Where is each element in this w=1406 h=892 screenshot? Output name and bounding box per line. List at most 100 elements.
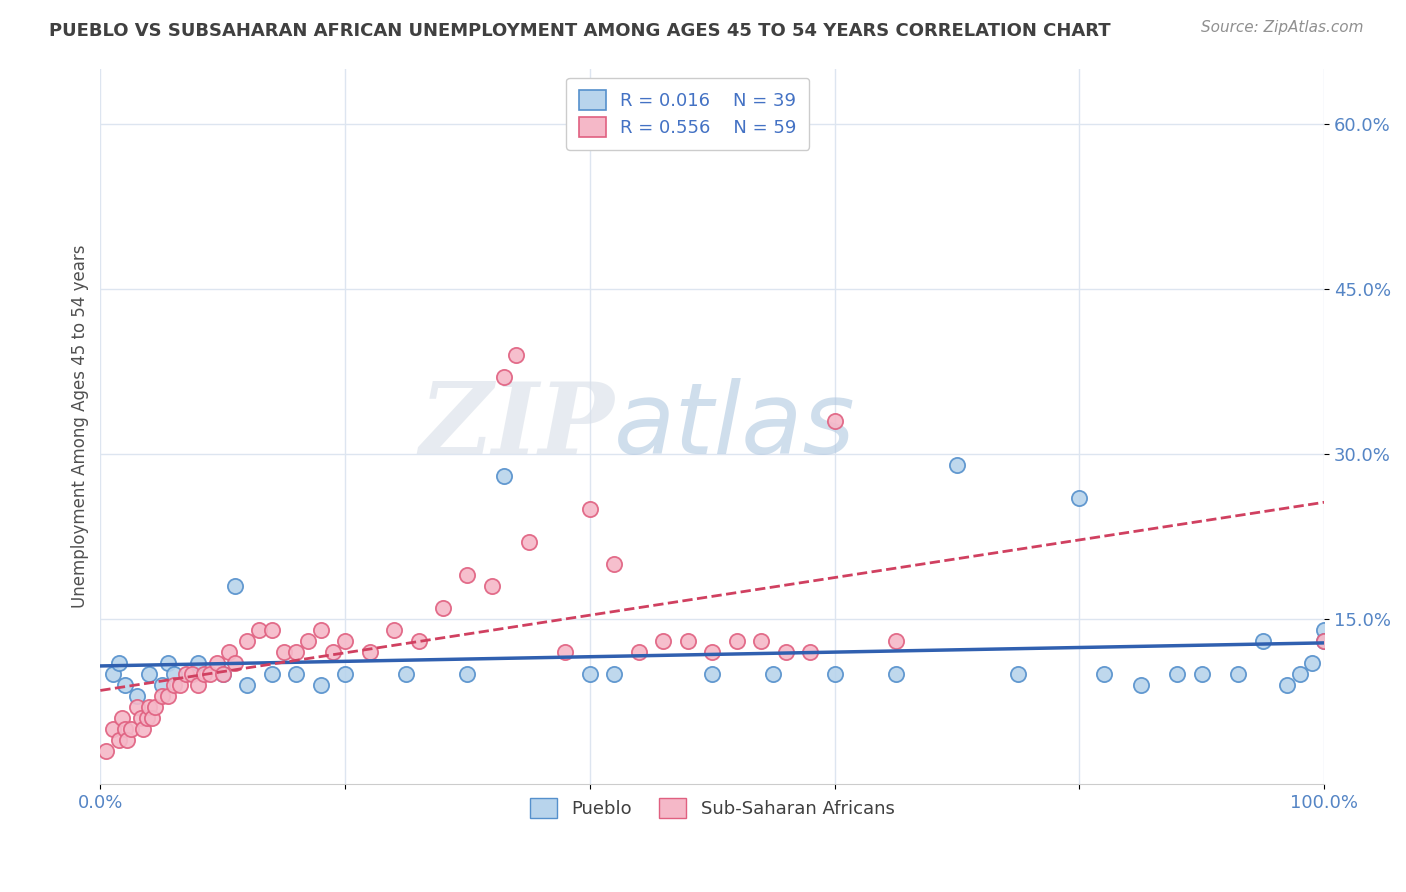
- Point: [1227, 667, 1250, 681]
- Point: [1288, 667, 1310, 681]
- Point: [456, 667, 478, 681]
- Text: PUEBLO VS SUBSAHARAN AFRICAN UNEMPLOYMENT AMONG AGES 45 TO 54 YEARS CORRELATION : PUEBLO VS SUBSAHARAN AFRICAN UNEMPLOYMEN…: [49, 22, 1111, 40]
- Point: [174, 667, 197, 681]
- Point: [408, 634, 430, 648]
- Point: [181, 667, 204, 681]
- Point: [138, 667, 160, 681]
- Text: ZIP: ZIP: [419, 378, 614, 475]
- Point: [236, 678, 259, 692]
- Legend: Pueblo, Sub-Saharan Africans: Pueblo, Sub-Saharan Africans: [523, 791, 901, 825]
- Point: [218, 645, 240, 659]
- Point: [132, 723, 155, 737]
- Point: [125, 700, 148, 714]
- Point: [156, 657, 179, 671]
- Text: atlas: atlas: [614, 378, 856, 475]
- Point: [111, 711, 134, 725]
- Point: [205, 657, 228, 671]
- Point: [749, 634, 772, 648]
- Point: [1277, 678, 1299, 692]
- Point: [120, 723, 142, 737]
- Point: [884, 667, 907, 681]
- Point: [224, 579, 246, 593]
- Point: [260, 667, 283, 681]
- Point: [107, 733, 129, 747]
- Point: [517, 535, 540, 549]
- Point: [775, 645, 797, 659]
- Point: [114, 678, 136, 692]
- Point: [135, 711, 157, 725]
- Point: [652, 634, 675, 648]
- Point: [725, 634, 748, 648]
- Y-axis label: Unemployment Among Ages 45 to 54 years: Unemployment Among Ages 45 to 54 years: [72, 244, 89, 608]
- Point: [285, 667, 308, 681]
- Point: [101, 723, 124, 737]
- Point: [702, 667, 724, 681]
- Point: [297, 634, 319, 648]
- Point: [169, 678, 191, 692]
- Point: [946, 458, 969, 472]
- Point: [236, 634, 259, 648]
- Point: [1313, 634, 1336, 648]
- Point: [702, 645, 724, 659]
- Point: [333, 667, 356, 681]
- Point: [824, 667, 846, 681]
- Point: [163, 678, 186, 692]
- Point: [884, 634, 907, 648]
- Point: [1129, 678, 1152, 692]
- Point: [1251, 634, 1274, 648]
- Point: [579, 667, 602, 681]
- Point: [554, 645, 576, 659]
- Point: [211, 667, 233, 681]
- Point: [187, 657, 209, 671]
- Point: [150, 678, 173, 692]
- Point: [200, 667, 222, 681]
- Point: [627, 645, 650, 659]
- Point: [141, 711, 163, 725]
- Point: [114, 723, 136, 737]
- Point: [260, 624, 283, 638]
- Point: [107, 657, 129, 671]
- Point: [603, 557, 626, 571]
- Point: [1069, 491, 1091, 505]
- Point: [382, 624, 405, 638]
- Point: [333, 634, 356, 648]
- Point: [285, 645, 308, 659]
- Point: [481, 579, 503, 593]
- Point: [309, 678, 332, 692]
- Point: [1007, 667, 1029, 681]
- Point: [150, 690, 173, 704]
- Point: [125, 690, 148, 704]
- Point: [1313, 634, 1336, 648]
- Point: [224, 657, 246, 671]
- Point: [1191, 667, 1213, 681]
- Point: [249, 624, 271, 638]
- Point: [273, 645, 295, 659]
- Point: [824, 414, 846, 428]
- Point: [762, 667, 785, 681]
- Point: [163, 667, 186, 681]
- Point: [494, 370, 516, 384]
- Point: [96, 744, 118, 758]
- Point: [117, 733, 139, 747]
- Point: [1166, 667, 1188, 681]
- Point: [359, 645, 381, 659]
- Point: [322, 645, 344, 659]
- Point: [1313, 624, 1336, 638]
- Point: [211, 667, 233, 681]
- Point: [309, 624, 332, 638]
- Point: [101, 667, 124, 681]
- Point: [193, 667, 215, 681]
- Point: [494, 469, 516, 483]
- Point: [579, 502, 602, 516]
- Point: [432, 601, 454, 615]
- Point: [456, 568, 478, 582]
- Text: Source: ZipAtlas.com: Source: ZipAtlas.com: [1201, 20, 1364, 35]
- Point: [1301, 657, 1323, 671]
- Point: [129, 711, 152, 725]
- Point: [1092, 667, 1115, 681]
- Point: [156, 690, 179, 704]
- Point: [395, 667, 418, 681]
- Point: [603, 667, 626, 681]
- Point: [145, 700, 167, 714]
- Point: [138, 700, 160, 714]
